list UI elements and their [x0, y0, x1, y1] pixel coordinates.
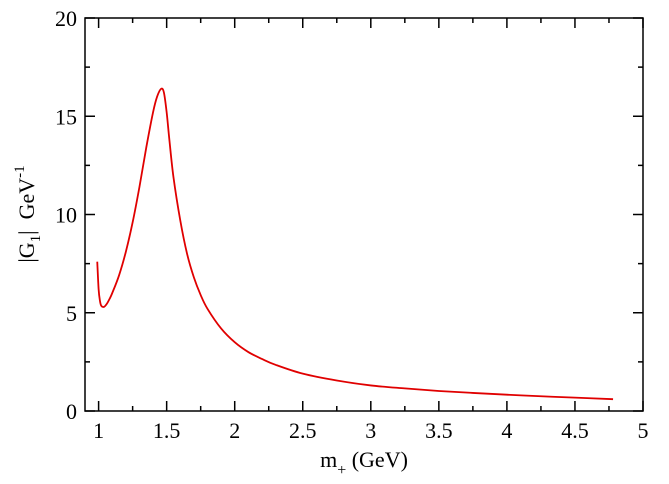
- x-tick-label: 4.5: [561, 418, 589, 443]
- y-axis-label-pre: |G: [14, 242, 39, 262]
- y-tick-label: 5: [66, 301, 77, 326]
- y-axis-label-sup: -1: [12, 165, 28, 178]
- ticks-group: [85, 17, 644, 412]
- y-tick-label: 20: [55, 6, 77, 31]
- y-tick-label: 10: [55, 203, 77, 228]
- x-axis-label: m+ (GeV): [320, 447, 408, 479]
- series-line: [96, 87, 614, 401]
- y-axis-label: |G1| GeV-1: [12, 165, 44, 262]
- x-tick-label: 1.5: [153, 418, 181, 443]
- y-axis-label-sub: 1: [28, 235, 44, 243]
- tick-labels-group: 1 1.5 2 2.5 3 3.5 4 4.5 5 0 5 10 15 20: [55, 6, 649, 443]
- plot-frame: [84, 17, 644, 412]
- x-axis-label-sub: +: [337, 462, 346, 479]
- x-tick-label: 2: [229, 418, 240, 443]
- x-tick-label: 3.5: [425, 418, 453, 443]
- y-tick-label: 0: [66, 399, 77, 424]
- y-axis-label-mid: | GeV: [14, 178, 39, 235]
- x-tick-label: 3: [365, 418, 376, 443]
- x-tick-label: 4: [501, 418, 512, 443]
- x-axis-label-unit: (GeV): [346, 447, 408, 472]
- x-tick-label: 5: [638, 418, 649, 443]
- x-tick-label: 1: [93, 418, 104, 443]
- x-axis-label-main: m: [320, 447, 337, 472]
- y-tick-label: 15: [55, 104, 77, 129]
- x-tick-label: 2.5: [289, 418, 317, 443]
